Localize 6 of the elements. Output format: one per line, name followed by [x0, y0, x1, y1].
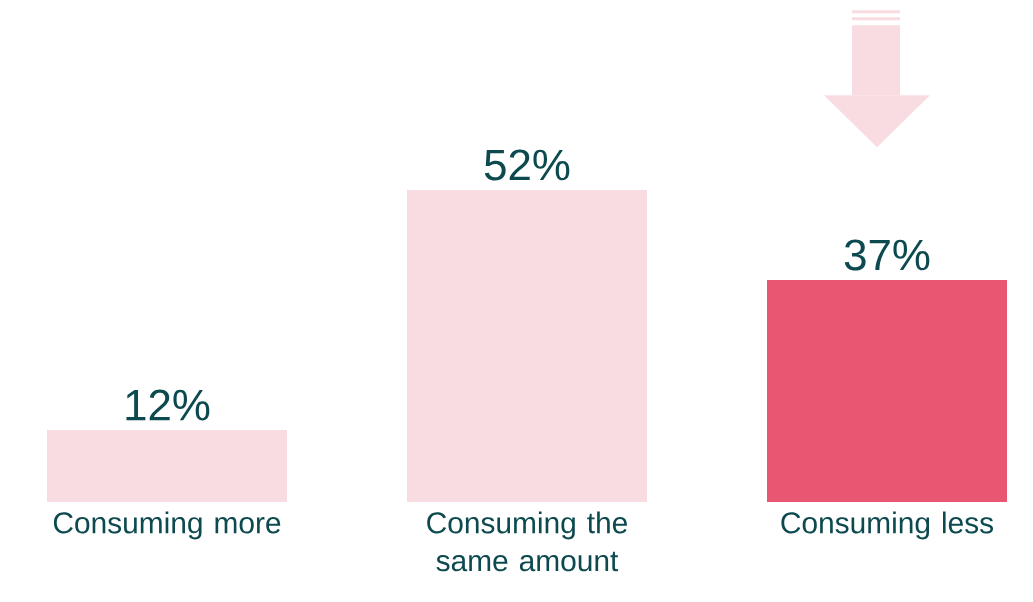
x-tick-label: Consuming less: [781, 511, 994, 540]
data-label: 12%: [126, 389, 210, 421]
x-tick-label: Consuming more: [53, 511, 281, 540]
data-label: 37%: [844, 239, 930, 271]
x-tick-label: Consuming the same amount: [427, 511, 627, 572]
data-label: 52%: [484, 149, 570, 181]
